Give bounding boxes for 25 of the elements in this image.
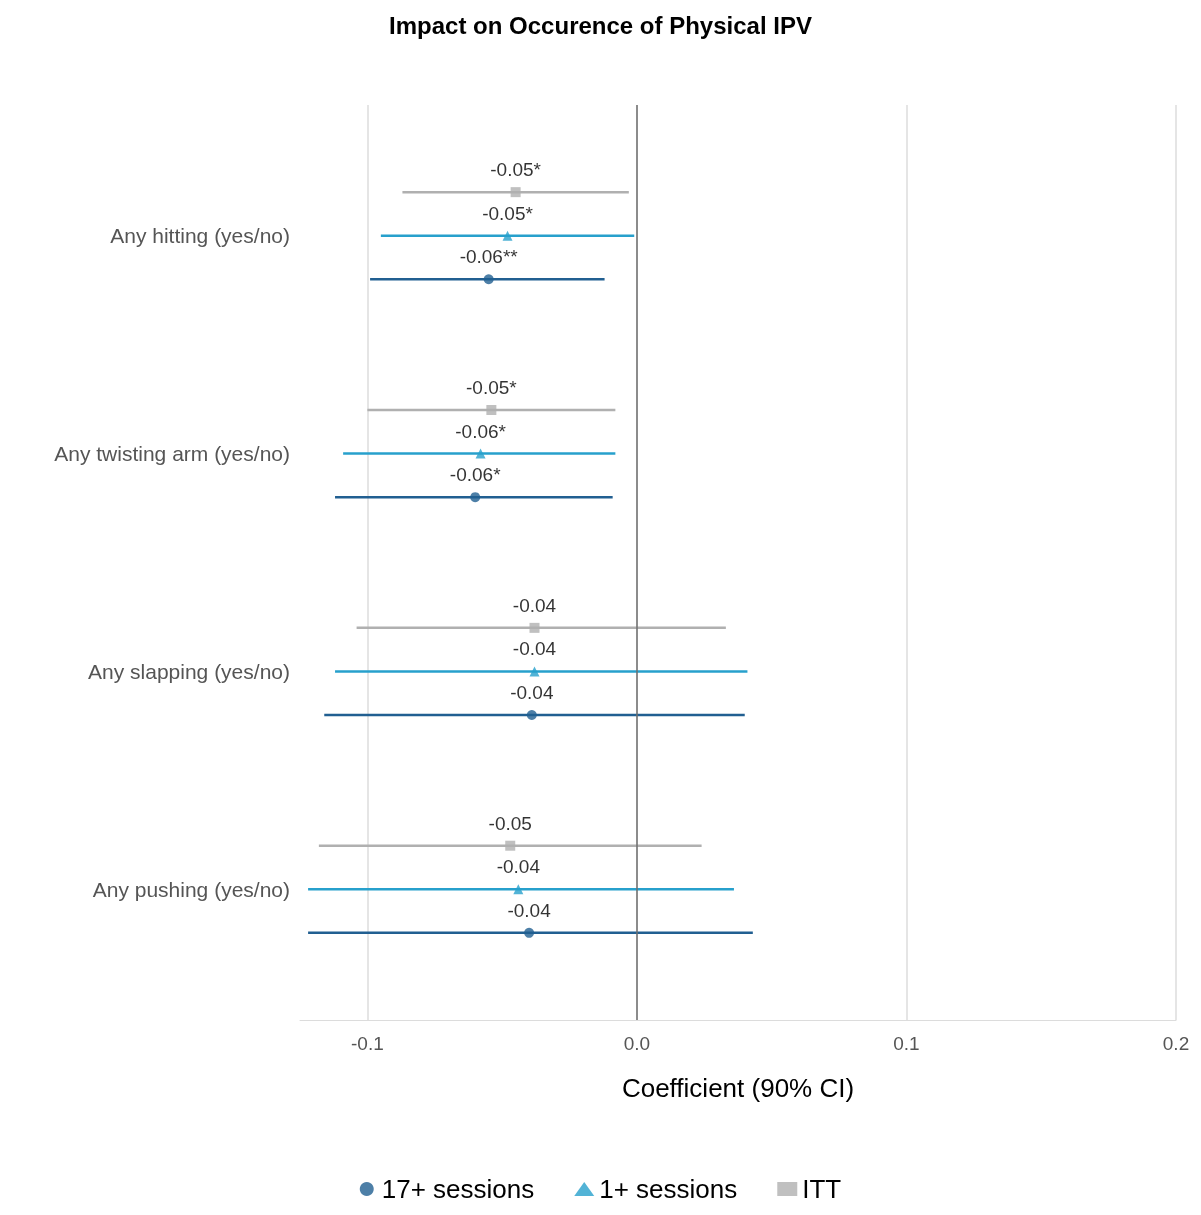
data-label: -0.05* bbox=[466, 377, 518, 398]
data-label: -0.06** bbox=[459, 246, 519, 268]
data-label: -0.04 bbox=[496, 856, 541, 878]
data-label: -0.04 bbox=[507, 899, 552, 921]
data-label: -0.06* bbox=[455, 420, 507, 442]
x-tick-label: -0.1 bbox=[351, 1033, 384, 1054]
data-label: -0.05 bbox=[488, 812, 532, 834]
x-tick-label: 0.2 bbox=[1162, 1033, 1190, 1054]
data-label: -0.06* bbox=[449, 464, 502, 486]
legend-label: 1+ sessions bbox=[599, 1174, 738, 1204]
x-tick-label: 0.0 bbox=[623, 1033, 651, 1054]
y-tick-label: Any twisting arm (yes/no) bbox=[54, 442, 290, 466]
y-tick-label: Any pushing (yes/no) bbox=[92, 877, 290, 901]
data-label: -0.04 bbox=[512, 594, 557, 616]
y-tick-label: Any slapping (yes/no) bbox=[88, 659, 290, 683]
x-tick-label: 0.1 bbox=[893, 1033, 920, 1054]
chart-title: Impact on Occurence of Physical IPV bbox=[389, 11, 812, 39]
data-label: -0.05* bbox=[482, 202, 534, 224]
data-label: -0.05* bbox=[490, 159, 542, 181]
legend-label: ITT bbox=[802, 1174, 842, 1204]
data-label: -0.04 bbox=[512, 638, 557, 660]
y-tick-label: Any hitting (yes/no) bbox=[110, 224, 290, 248]
legend-label: 17+ sessions bbox=[381, 1174, 535, 1204]
data-label: -0.04 bbox=[510, 682, 554, 703]
x-axis-title: Coefficient (90% CI) bbox=[621, 1073, 855, 1103]
